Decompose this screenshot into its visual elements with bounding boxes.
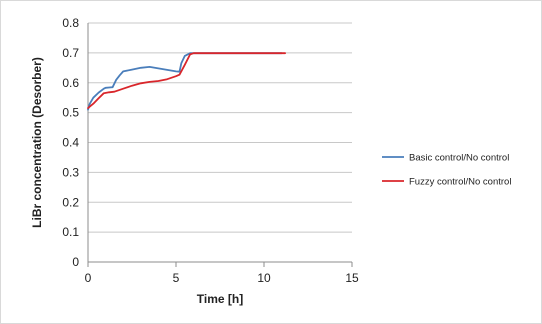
legend-label: Fuzzy control/No control: [409, 177, 511, 188]
x-tick-label: 15: [345, 271, 359, 285]
series-layer: [87, 52, 287, 111]
legend-entry: Fuzzy control/No control: [382, 177, 511, 188]
y-tick-label: 0.4: [62, 136, 79, 150]
y-tick-label: 0.6: [62, 76, 79, 90]
x-axis-title: Time [h]: [197, 292, 243, 306]
x-tick-label: 5: [173, 271, 180, 285]
y-tick-label: 0.5: [62, 106, 79, 120]
y-tick-label: 0.7: [62, 46, 79, 60]
y-tick-label: 0.2: [62, 195, 79, 209]
legend-label: Basic control/No control: [409, 153, 509, 164]
y-axis-title: LiBr concentration (Desorber): [30, 57, 44, 228]
series-line-1: [87, 52, 283, 111]
y-tick-label: 0.8: [62, 16, 79, 30]
axis-layer: [87, 23, 353, 267]
y-tick-label: 0.3: [62, 165, 79, 179]
tick-labels: 0 0.1 0.2 0.3 0.4 0.5 0.6 0.7 0.8 0 5 10 15: [62, 16, 359, 285]
legend-entry: Basic control/No control: [382, 153, 509, 164]
y-tick-label: 0.1: [62, 225, 79, 239]
legend: Basic control/No control Fuzzy control/No…: [382, 153, 511, 188]
x-tick-label: 10: [257, 271, 271, 285]
y-tick-label: 0: [72, 255, 79, 269]
x-tick-label: 0: [85, 271, 92, 285]
series-line-2: [87, 52, 287, 109]
grid-layer: [88, 22, 352, 233]
